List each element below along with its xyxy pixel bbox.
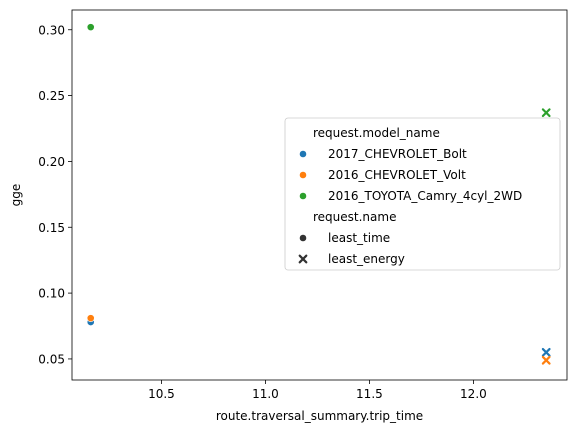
- legend-style-label: least_energy: [328, 252, 405, 266]
- y-tick-label: 0.10: [38, 287, 65, 301]
- y-axis-label: gge: [9, 184, 23, 207]
- x-marker-stroke: [541, 347, 551, 357]
- x-marker-stroke: [541, 355, 551, 365]
- legend-hue-title: request.model_name: [313, 126, 440, 140]
- x-axis-label: route.traversal_summary.trip_time: [216, 409, 423, 423]
- axes: 10.5 11.0 11.5 12.0 0.05 0.10 0.15 0.20 0.25 0.30: [38, 23, 486, 401]
- data-point: [541, 347, 551, 357]
- legend-box: [284, 117, 561, 271]
- legend-series-label: 2017_CHEVROLET_Bolt: [328, 147, 467, 161]
- data-point: [541, 355, 551, 365]
- x-marker-stroke: [541, 108, 551, 118]
- x-tick-label: 10.5: [148, 387, 175, 401]
- y-tick-label: 0.20: [38, 155, 65, 169]
- y-tick-label: 0.25: [38, 89, 65, 103]
- legend-marker: [299, 150, 307, 158]
- legend-series-label: 2016_CHEVROLET_Volt: [328, 168, 466, 182]
- x-tick-label: 11.0: [252, 387, 279, 401]
- legend: request.model_name 2017_CHEVROLET_Bolt 201…: [284, 117, 561, 271]
- plot-area: [71, 9, 568, 381]
- data-points: [86, 23, 551, 365]
- x-marker-stroke: [298, 254, 308, 264]
- legend-marker: [299, 171, 307, 179]
- y-tick-label: 0.30: [38, 23, 65, 37]
- legend-style-title: request.name: [313, 210, 396, 224]
- legend-marker: [299, 192, 307, 200]
- data-point: [86, 23, 95, 32]
- x-tick-label: 12.0: [460, 387, 487, 401]
- axes-frame: [71, 9, 568, 381]
- legend-marker: [298, 254, 308, 264]
- data-point: [86, 314, 95, 323]
- x-tick-label: 11.5: [356, 387, 383, 401]
- legend-marker: [299, 234, 307, 242]
- y-tick-label: 0.15: [38, 221, 65, 235]
- legend-series-label: 2016_TOYOTA_Camry_4cyl_2WD: [328, 189, 522, 203]
- legend-style-label: least_time: [328, 231, 390, 245]
- y-tick-label: 0.05: [38, 352, 65, 366]
- data-point: [541, 108, 551, 118]
